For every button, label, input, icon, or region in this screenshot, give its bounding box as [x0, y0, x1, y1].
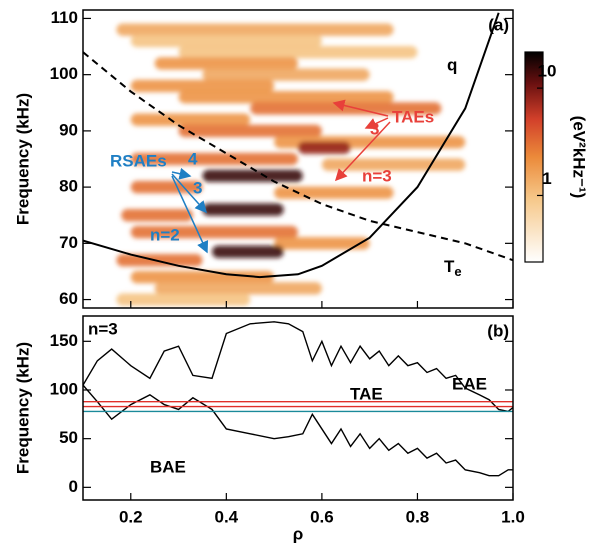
x-tick-label: 0.8: [406, 507, 430, 526]
spectral-band: [121, 209, 193, 222]
plot-frame: [82, 315, 514, 501]
gap-annotation: EAE: [452, 374, 487, 393]
rsae-annotation: n=2: [150, 225, 180, 244]
tae-annotation: n=3: [362, 166, 392, 185]
y-tick-label: 100: [50, 64, 78, 83]
spectral-band: [250, 102, 442, 115]
spectral-band: [178, 45, 418, 59]
spectral-band: [130, 34, 322, 48]
curves: [83, 12, 513, 279]
spectral-band: [116, 293, 251, 306]
spectral-band: [202, 169, 303, 183]
gap-annotation: n=3: [88, 319, 118, 338]
colorbar-tick-label: 1: [542, 169, 551, 188]
rsae-annotation: 3: [193, 178, 202, 197]
spectral-band: [130, 113, 251, 126]
x-axis-label: ρ: [293, 524, 304, 543]
spectral-band: [274, 237, 370, 250]
panel-b: n=3 EAE TAE BAE 0.2 0.4 0.6 0.8 1.0 ρ 0 50 100 150 (b)…: [13, 301, 525, 543]
panel-label: (b): [487, 321, 509, 340]
q-label: q: [447, 55, 457, 74]
rsae-annotation: 4: [188, 149, 198, 168]
gap-annotation: BAE: [150, 457, 186, 476]
continuum-line: [82, 321, 514, 413]
y-tick-label: 0: [69, 477, 78, 496]
spectral-band: [321, 158, 466, 171]
spectral-band: [178, 90, 394, 104]
spectral-band: [274, 186, 394, 199]
spectral-band: [298, 141, 351, 154]
spectral-band: [130, 180, 203, 194]
spectral-band: [202, 203, 284, 216]
x-tick-label: 0.4: [215, 507, 239, 526]
spectral-band: [116, 23, 394, 36]
spectral-band: [130, 225, 298, 239]
plot-frame: [82, 9, 514, 309]
rsae-arrows: [171, 167, 209, 254]
heatmap: [116, 23, 466, 306]
colorbar-label: (eV²kHz⁻¹): [570, 116, 589, 199]
spectral-band: [154, 282, 322, 295]
panel-label: (a): [488, 15, 509, 34]
y-axis-label: Frequency (kHz): [13, 93, 32, 225]
y-axis-label: Frequency (kHz): [13, 342, 32, 474]
x-tick-label: 0.2: [119, 507, 143, 526]
spectral-band: [116, 254, 203, 267]
te-curve: [83, 51, 513, 262]
spectral-band: [130, 152, 298, 166]
spectral-band: [178, 124, 322, 138]
colorbar-tick-label: 10: [538, 62, 557, 81]
rsae-annotation: RSAEs: [110, 151, 167, 170]
spectral-band: [202, 68, 370, 81]
gap-annotation: TAE: [350, 384, 383, 403]
spectral-band: [130, 79, 275, 93]
x-tick-label: 1.0: [501, 507, 525, 526]
te-label: Te: [444, 257, 462, 279]
y-tick-label: 50: [59, 428, 78, 447]
y-tick-label: 100: [50, 379, 78, 398]
spectral-band: [154, 57, 298, 70]
tae-annotation: TAEs: [392, 107, 434, 126]
y-tick-label: 70: [59, 233, 78, 252]
y-tick-label: 110: [51, 8, 78, 27]
continuum-line: [82, 384, 513, 477]
y-tick-label: 80: [59, 177, 78, 196]
y-tick-label: 60: [59, 289, 78, 308]
y-tick-label: 150: [50, 331, 78, 350]
spectral-band: [212, 245, 284, 258]
x-tick-label: 0.6: [310, 507, 334, 526]
tae-arrows: [332, 99, 391, 182]
y-tick-label: 90: [59, 120, 78, 139]
colorbar: [524, 51, 544, 263]
q-curve: [83, 12, 500, 279]
spectral-band: [130, 270, 275, 284]
